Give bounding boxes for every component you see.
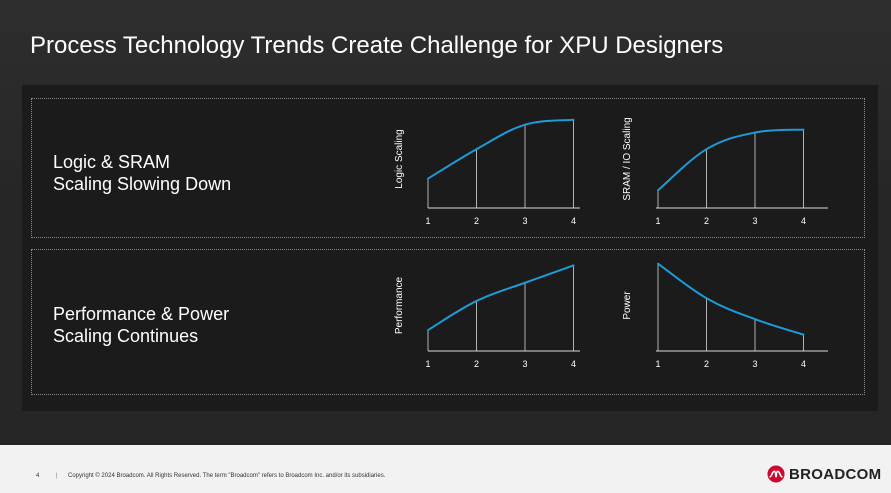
y-axis-label: Logic Scaling xyxy=(394,129,405,188)
section-label-line2: Scaling Continues xyxy=(53,326,199,346)
series-line xyxy=(657,128,805,192)
y-axis-label: Power xyxy=(622,291,633,320)
section-label-performance-power: Performance & Power Scaling Continues xyxy=(53,303,229,347)
logo-wordmark: BROADCOM xyxy=(789,465,882,483)
section-label-line2: Scaling Slowing Down xyxy=(53,174,232,194)
x-tick-label: 3 xyxy=(522,359,527,369)
series-line xyxy=(427,118,575,180)
x-tick-label: 3 xyxy=(752,359,757,369)
copyright-text: Copyright © 2024 Broadcom. All Rights Re… xyxy=(68,473,386,479)
x-tick-label: 3 xyxy=(522,216,527,226)
footer-bar xyxy=(0,445,891,493)
x-tick-label: 4 xyxy=(801,359,806,369)
x-tick-label: 4 xyxy=(571,359,576,369)
section-logic-sram xyxy=(31,98,865,238)
x-tick-label: 2 xyxy=(474,359,479,369)
page-number: 4 xyxy=(36,473,40,479)
power-chart: Power 1 2 3 4 xyxy=(622,262,828,369)
x-tick-label: 3 xyxy=(752,216,757,226)
y-axis-label: SRAM / IO Scaling xyxy=(622,117,633,200)
x-tick-label: 1 xyxy=(425,216,430,226)
section-performance-power xyxy=(31,249,865,395)
content-panel xyxy=(22,85,878,411)
sram-io-scaling-chart: SRAM / IO Scaling 1 2 3 4 xyxy=(622,117,828,226)
x-tick-label: 2 xyxy=(704,359,709,369)
x-tick-label: 1 xyxy=(655,216,660,226)
section-label-logic-sram: Logic & SRAM Scaling Slowing Down xyxy=(53,151,231,195)
x-tick-label: 4 xyxy=(571,216,576,226)
x-tick-label: 1 xyxy=(655,359,660,369)
broadcom-logo: BROADCOM xyxy=(767,464,881,484)
series-line xyxy=(427,264,575,332)
y-axis-label: Performance xyxy=(394,276,405,334)
logic-scaling-chart: Logic Scaling 1 2 3 4 xyxy=(394,118,580,226)
performance-chart: Performance 1 2 3 4 xyxy=(394,264,580,369)
x-tick-label: 1 xyxy=(425,359,430,369)
broadcom-logo-icon xyxy=(767,465,785,483)
x-tick-label: 4 xyxy=(801,216,806,226)
section-label-line1: Logic & SRAM xyxy=(53,152,171,172)
series-line xyxy=(657,262,805,336)
x-tick-label: 2 xyxy=(474,216,479,226)
x-tick-label: 2 xyxy=(704,216,709,226)
slide-title: Process Technology Trends Create Challen… xyxy=(30,32,724,59)
footer-separator: | xyxy=(56,473,58,479)
section-label-line1: Performance & Power xyxy=(53,304,230,324)
